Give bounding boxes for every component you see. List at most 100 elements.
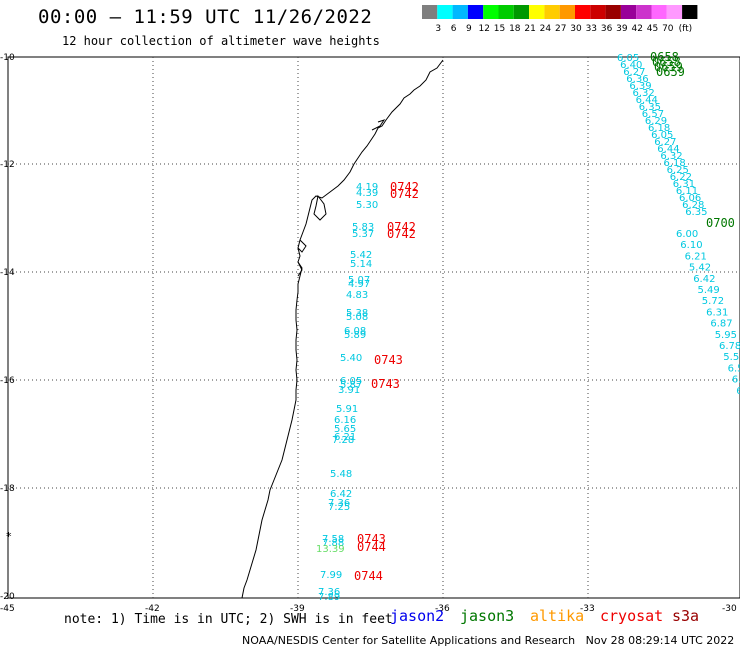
- legend-jason3: jason3: [460, 607, 515, 625]
- colorbar-swatch: [666, 5, 683, 19]
- colorbar-swatch: [559, 5, 575, 19]
- colorbar-label: 6: [451, 24, 457, 34]
- lat-tick-label: -20: [0, 592, 15, 602]
- page-subtitle: 12 hour collection of altimeter wave hei…: [62, 34, 380, 48]
- pass-time-label: 0742: [390, 187, 419, 201]
- swh-value: 6.21: [685, 251, 707, 262]
- colorbar-label: 33: [586, 24, 597, 34]
- colorbar-swatch: [605, 5, 621, 19]
- swh-value: 5.30: [356, 200, 378, 211]
- swh-value: 7.88: [322, 538, 344, 549]
- colorbar-swatch: [422, 5, 438, 19]
- credit-line: NOAA/NESDIS Center for Satellite Applica…: [242, 634, 735, 647]
- swh-value: 4.19: [356, 182, 378, 193]
- pass-time-label: 0659: [654, 60, 683, 74]
- swh-value: 6.00: [676, 229, 698, 240]
- colorbar-label: 42: [631, 24, 642, 34]
- swh-value: 4.39: [356, 188, 378, 199]
- swh-value: 7.28: [332, 435, 354, 446]
- swh-value: 7.36: [328, 498, 350, 509]
- swh-value: 5.42: [689, 263, 711, 274]
- pass-time-label: 0658: [652, 55, 681, 69]
- swh-value: 5.58: [723, 352, 740, 363]
- footnote: note: 1) Time is in UTC; 2) SWH is in fe…: [64, 612, 393, 627]
- legend-altika: altika: [530, 607, 585, 625]
- swh-value: 6.21: [334, 432, 356, 443]
- colorbar-swatch: [437, 5, 453, 19]
- swh-value-dense: 6.05: [617, 53, 639, 64]
- swh-value-dense: 6.44: [657, 144, 679, 155]
- colorbar-label: 21: [524, 24, 535, 34]
- swh-value-dense: 6.39: [629, 81, 651, 92]
- colorbar-label: 18: [509, 24, 521, 34]
- lat-tick-label: -12: [0, 160, 15, 170]
- colorbar-label: 12: [478, 24, 489, 34]
- swh-value: 4.97: [348, 279, 370, 290]
- swh-value-dense: 6.18: [648, 123, 670, 134]
- swh-value: 6.31: [706, 307, 728, 318]
- swh-value: 6.42: [693, 274, 715, 285]
- swh-value-dense: 6.28: [682, 200, 704, 211]
- lat-lon-grid: [8, 57, 740, 598]
- colorbar-swatch: [498, 5, 514, 19]
- pass-time-label: 0742: [387, 220, 416, 234]
- inlet-north: [371, 119, 386, 131]
- swh-value-dense: 6.11: [676, 186, 698, 197]
- inlet-south: [297, 261, 303, 277]
- swh-value: 5.38: [346, 308, 368, 319]
- swh-value-dense: 6.35: [639, 102, 661, 113]
- swh-value: 4.83: [346, 290, 368, 301]
- colorbar-swatch: [513, 5, 530, 19]
- swh-value: 5.08: [346, 312, 368, 323]
- swh-value-dense: 6.44: [636, 95, 658, 106]
- lon-tick-label: -45: [0, 604, 15, 614]
- swh-value: 5.14: [350, 259, 372, 270]
- pass-time-label: 0700: [706, 216, 735, 230]
- colorbar-label: 36: [601, 24, 613, 34]
- swh-value: 6.16: [334, 415, 356, 426]
- swh-value: 5.37: [352, 229, 374, 240]
- swh-value: 5.89: [344, 330, 366, 341]
- colorbar-swatch: [529, 5, 545, 19]
- legend-jason2: jason2: [390, 607, 445, 625]
- swh-value-dense: 6.05: [651, 130, 673, 141]
- swh-value: 5.65: [334, 424, 356, 435]
- lon-tick-label: -36: [435, 604, 450, 614]
- swh-value-green: 13.39: [316, 544, 345, 555]
- swh-value-dense: 6.40: [620, 60, 642, 71]
- swh-value: 5.87: [340, 380, 362, 391]
- inlet-salvador: [313, 194, 327, 221]
- swh-value: 5.91: [336, 404, 358, 415]
- inlet-ilheus: [297, 239, 307, 253]
- swh-value: 6.31: [732, 375, 740, 386]
- colorbar-label: 15: [494, 24, 505, 34]
- colorbar-label: 27: [555, 24, 566, 34]
- colorbar-label: 70: [662, 24, 674, 34]
- pass-time-label: 0744: [354, 569, 383, 583]
- pass-time-label: 0742: [387, 227, 416, 241]
- swh-value: 7.99: [320, 570, 342, 581]
- legend-s3a: s3a: [672, 607, 700, 625]
- lat-tick-label: -10: [0, 53, 15, 63]
- swh-value: 5.40: [340, 353, 362, 364]
- swh-value-dense: 6.18: [664, 158, 686, 169]
- swh-value-dense: 6.32: [633, 88, 655, 99]
- colorbar-swatch: [682, 5, 698, 19]
- lon-tick-label: -30: [722, 604, 737, 614]
- track-west: 4.194.395.30 5.835.37 5.425.14 5.074.974.83…: [316, 180, 419, 603]
- swh-value: 5.72: [702, 296, 724, 307]
- swh-value-dense: 6.36: [626, 74, 648, 85]
- swh-value: 5.83: [352, 222, 374, 233]
- swh-value: 7.89: [318, 592, 340, 603]
- pass-time-label: 0743: [371, 377, 400, 391]
- stray-marker: *: [6, 530, 12, 543]
- pass-time-label: 0659: [656, 65, 685, 79]
- swh-value: 6.42: [330, 489, 352, 500]
- colorbar-label: 3: [435, 24, 441, 34]
- swh-value: 6.87: [710, 319, 732, 330]
- colorbar-label: 24: [540, 24, 552, 34]
- swh-value: 7.58: [322, 534, 344, 545]
- swh-value: 5.49: [698, 285, 720, 296]
- swh-value: 5.07: [348, 275, 370, 286]
